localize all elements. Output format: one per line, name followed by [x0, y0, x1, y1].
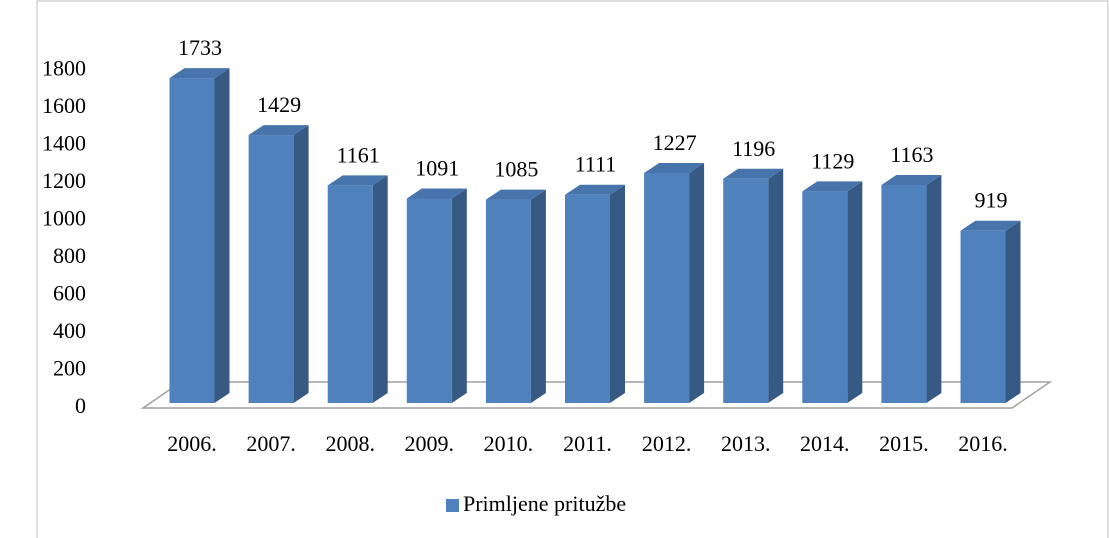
bar-side — [451, 188, 467, 403]
y-tick-label: 1600 — [42, 93, 86, 118]
data-label: 919 — [975, 188, 1008, 213]
bar — [485, 189, 546, 403]
bar-front — [960, 230, 1006, 403]
legend-label: Primljene pritužbe — [463, 491, 626, 516]
y-tick-label: 600 — [53, 281, 86, 306]
bar-side — [847, 181, 863, 403]
bar — [802, 181, 863, 403]
bar — [327, 175, 388, 403]
bar-top — [169, 68, 230, 79]
bar-side — [372, 175, 388, 403]
x-tick-label: 2015. — [879, 431, 929, 456]
bar-side — [1005, 220, 1021, 403]
legend-swatch — [446, 499, 459, 512]
bar-front — [169, 78, 215, 403]
bar-top — [881, 174, 942, 185]
bar-top — [248, 125, 309, 136]
x-tick-label: 2008. — [325, 431, 375, 456]
y-tick-label: 1400 — [42, 131, 86, 156]
bar-top — [406, 188, 467, 199]
bar-top — [644, 162, 705, 173]
y-tick-label: 200 — [53, 356, 86, 381]
y-tick-label: 0 — [75, 393, 86, 418]
x-tick-label: 2010. — [484, 431, 534, 456]
x-tick-label: 2006. — [167, 431, 217, 456]
data-label: 1129 — [811, 148, 854, 173]
bar-side — [768, 168, 784, 403]
bar-front — [723, 178, 769, 403]
data-label: 1429 — [257, 92, 301, 117]
data-label: 1733 — [178, 35, 222, 60]
bar — [960, 220, 1021, 403]
x-tick-label: 2012. — [642, 431, 692, 456]
y-tick-label: 1200 — [42, 168, 86, 193]
bar-top — [960, 220, 1021, 231]
bar-top — [723, 168, 784, 179]
bar — [248, 125, 309, 403]
bar-side — [214, 68, 230, 403]
bar-front — [644, 172, 690, 403]
bar-front — [327, 185, 373, 403]
bar-side — [689, 162, 705, 403]
bar-top — [802, 181, 863, 192]
bar — [406, 188, 467, 403]
y-tick-label: 1800 — [42, 56, 86, 81]
bar-side — [293, 125, 309, 403]
y-tick-label: 400 — [53, 318, 86, 343]
bar-front — [248, 135, 294, 403]
data-label: 1111 — [575, 152, 617, 177]
x-tick-label: 2016. — [958, 431, 1008, 456]
bar — [723, 168, 784, 403]
x-tick-label: 2007. — [246, 431, 296, 456]
x-tick-label: 2013. — [721, 431, 771, 456]
bar-side — [610, 184, 625, 403]
data-label: 1227 — [653, 130, 697, 155]
data-label: 1196 — [732, 136, 775, 161]
x-tick-label: 2009. — [405, 431, 455, 456]
bar-front — [881, 184, 927, 403]
bar — [565, 184, 625, 403]
bar — [881, 174, 942, 403]
bar-side — [530, 189, 546, 403]
bar — [169, 68, 230, 403]
data-label: 1163 — [890, 142, 933, 167]
y-tick-label: 1000 — [42, 206, 86, 231]
x-tick-label: 2014. — [800, 431, 850, 456]
chart-frame — [36, 0, 1109, 538]
data-label: 1091 — [415, 155, 459, 180]
data-label: 1085 — [494, 157, 538, 182]
bar-side — [926, 174, 942, 403]
bar-top — [485, 189, 546, 200]
y-tick-label: 800 — [53, 243, 86, 268]
bar-front — [485, 199, 531, 403]
bar — [644, 162, 705, 403]
bar-front — [406, 198, 452, 403]
bar-front — [565, 194, 610, 403]
bar-top — [327, 175, 388, 186]
x-tick-label: 2011. — [563, 431, 612, 456]
bar-top — [565, 184, 625, 195]
bar-front — [802, 191, 848, 403]
data-label: 1161 — [337, 142, 380, 167]
